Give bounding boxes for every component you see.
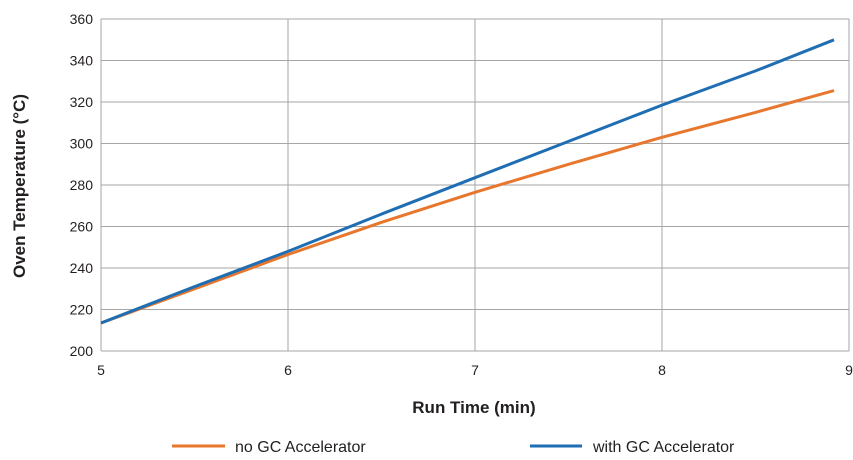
y-tick-label: 320	[70, 94, 94, 110]
legend: no GC Accelerator with GC Accelerator	[172, 439, 735, 456]
series-line-no-accelerator	[100, 89, 835, 325]
legend-item-no-accelerator: no GC Accelerator	[172, 439, 366, 456]
x-tick-label: 9	[845, 362, 853, 378]
grid-lines	[100, 18, 850, 352]
y-tick-label: 340	[70, 53, 94, 69]
series-line-with-accelerator	[100, 38, 835, 325]
legend-label-no-accelerator: no GC Accelerator	[235, 439, 366, 456]
y-tick-label: 300	[70, 136, 94, 152]
x-tick-label: 6	[284, 362, 292, 378]
y-tick-label: 260	[70, 219, 94, 235]
x-tick-label: 5	[97, 362, 105, 378]
y-tick-label: 240	[70, 260, 94, 276]
y-axis-title: Oven Temperature (°C)	[10, 94, 29, 278]
x-axis-ticks: 5 6 7 8 9	[97, 362, 853, 378]
x-axis-title: Run Time (min)	[412, 398, 535, 417]
y-tick-label: 200	[70, 343, 94, 359]
series-lines	[100, 38, 835, 325]
y-tick-label: 220	[70, 302, 94, 318]
y-tick-label: 280	[70, 177, 94, 193]
legend-item-with-accelerator: with GC Accelerator	[530, 439, 735, 456]
x-tick-label: 7	[471, 362, 479, 378]
y-axis-ticks: 200 220 240 260 280 300 320 340 360	[70, 11, 94, 359]
x-tick-label: 8	[658, 362, 666, 378]
legend-label-with-accelerator: with GC Accelerator	[592, 439, 735, 456]
plot-area	[100, 19, 849, 352]
y-tick-label: 360	[70, 11, 94, 27]
